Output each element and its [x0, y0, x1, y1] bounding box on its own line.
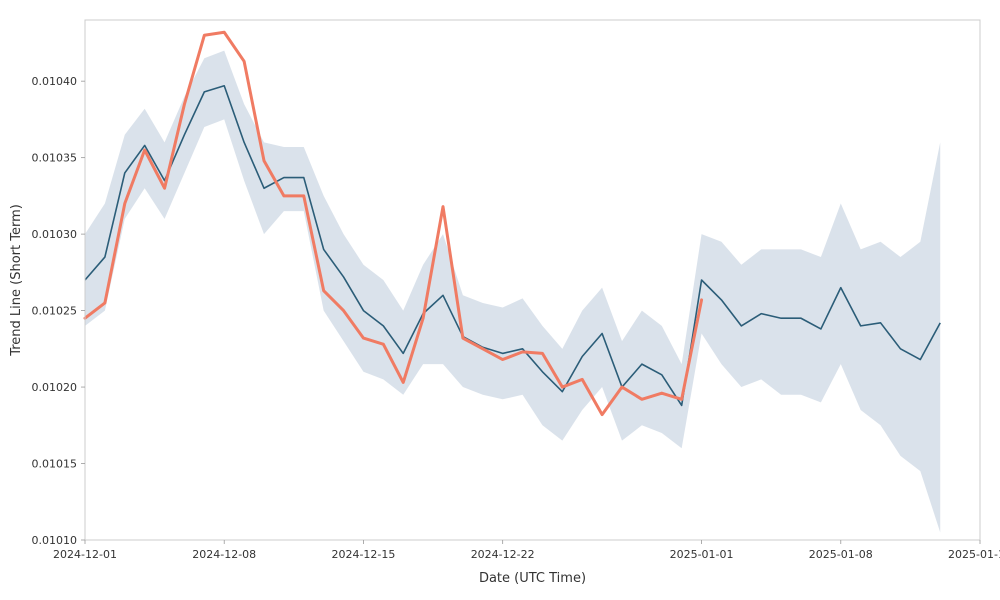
x-tick-label: 2024-12-15 — [331, 548, 395, 561]
x-tick-label: 2025-01-15 — [948, 548, 1000, 561]
y-tick-label: 0.01015 — [32, 458, 78, 471]
x-tick-label: 2024-12-22 — [471, 548, 535, 561]
trend-chart: 2024-12-01 2024-12-08 2024-12-15 2024-12-22… — [0, 0, 1000, 600]
x-axis-label: Date (UTC Time) — [479, 571, 586, 586]
y-tick-label: 0.01010 — [32, 534, 78, 547]
chart-svg: 2024-12-01 2024-12-08 2024-12-15 2024-12-22… — [0, 0, 1000, 600]
x-tick-label: 2025-01-01 — [670, 548, 734, 561]
y-tick-label: 0.01040 — [32, 75, 78, 88]
x-tick-label: 2025-01-08 — [809, 548, 873, 561]
x-tick-label: 2024-12-08 — [192, 548, 256, 561]
y-tick-label: 0.01030 — [32, 228, 78, 241]
y-axis-label: Trend Line (Short Term) — [9, 204, 24, 357]
y-tick-label: 0.01020 — [32, 381, 78, 394]
x-tick-label: 2024-12-01 — [53, 548, 117, 561]
y-tick-label: 0.01035 — [32, 152, 78, 165]
y-tick-label: 0.01025 — [32, 305, 78, 318]
